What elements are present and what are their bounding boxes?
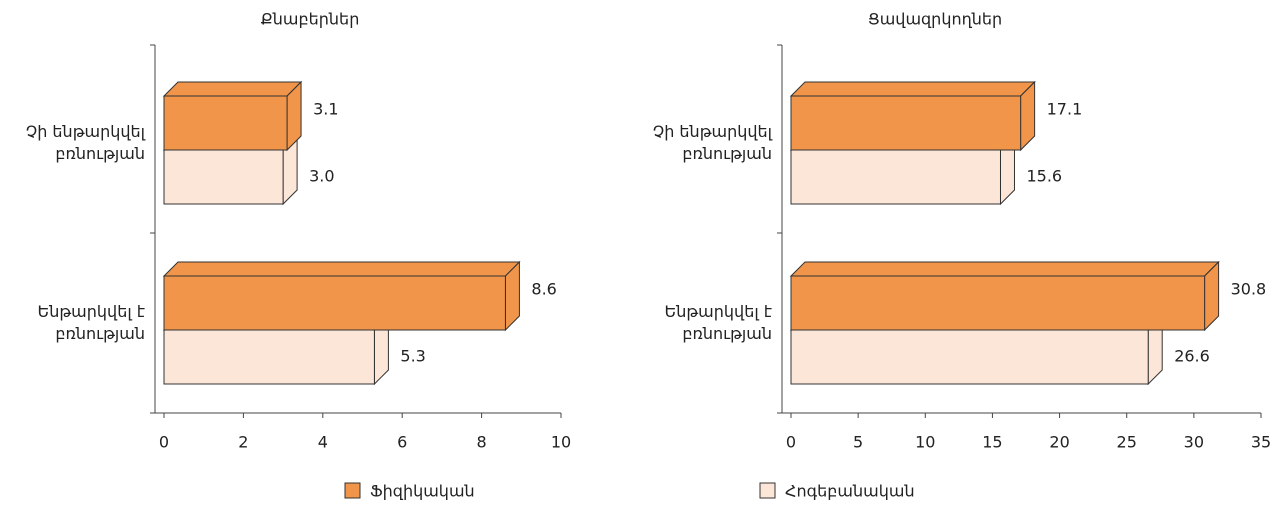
value-label: 5.3 — [400, 347, 425, 366]
bar-top — [789, 261, 1220, 277]
legend-swatch — [759, 482, 776, 499]
chart-title: Ցավազրկողներ — [868, 10, 1002, 29]
x-tick-label: 35 — [1251, 433, 1271, 452]
x-tick-label: 25 — [1117, 433, 1137, 452]
bar-front — [790, 149, 1001, 205]
x-tick-label: 4 — [318, 433, 328, 452]
x-tick-label: 20 — [1049, 433, 1069, 452]
x-tick-label: 5 — [853, 433, 863, 452]
legend-label: Ֆիզիկական — [370, 482, 475, 501]
bar-front — [163, 95, 288, 151]
bar-front — [163, 275, 506, 331]
value-label: 30.8 — [1231, 280, 1267, 299]
x-tick-label: 10 — [551, 433, 571, 452]
bar — [162, 260, 521, 332]
x-tick-label: 30 — [1184, 433, 1204, 452]
x-tick-label: 0 — [786, 433, 796, 452]
x-tick-label: 2 — [238, 433, 248, 452]
bar-top — [789, 81, 1036, 97]
value-label: 26.6 — [1174, 347, 1210, 366]
bar — [162, 80, 303, 152]
legend-swatch — [344, 482, 361, 499]
x-tick-label: 6 — [397, 433, 407, 452]
value-label: 8.6 — [531, 280, 556, 299]
value-label: 17.1 — [1047, 100, 1083, 119]
category-label: Չի ենթարկվել բռնության — [25, 122, 145, 163]
category-label: Չի ենթարկվել բռնության — [652, 122, 772, 163]
value-label: 3.0 — [309, 167, 334, 186]
bar-front — [790, 95, 1022, 151]
bar-front — [790, 275, 1206, 331]
category-label: Ենթարկվել է բռնության — [37, 302, 145, 343]
bar-front — [163, 329, 375, 385]
value-label: 3.1 — [313, 100, 338, 119]
value-label: 15.6 — [1026, 167, 1062, 186]
chart-title: Քնաբերներ — [261, 10, 360, 29]
x-tick-label: 10 — [915, 433, 935, 452]
bar-front — [163, 149, 284, 205]
bar-front — [790, 329, 1149, 385]
category-label: Ենթարկվել է բռնության — [664, 302, 772, 343]
bar-top — [162, 81, 303, 97]
x-tick-label: 0 — [159, 433, 169, 452]
legend-label: Հոգեբանական — [785, 482, 915, 501]
bar — [789, 260, 1220, 332]
bar — [789, 80, 1036, 152]
x-tick-label: 15 — [982, 433, 1002, 452]
x-tick-label: 8 — [477, 433, 487, 452]
bar-top — [162, 261, 521, 277]
